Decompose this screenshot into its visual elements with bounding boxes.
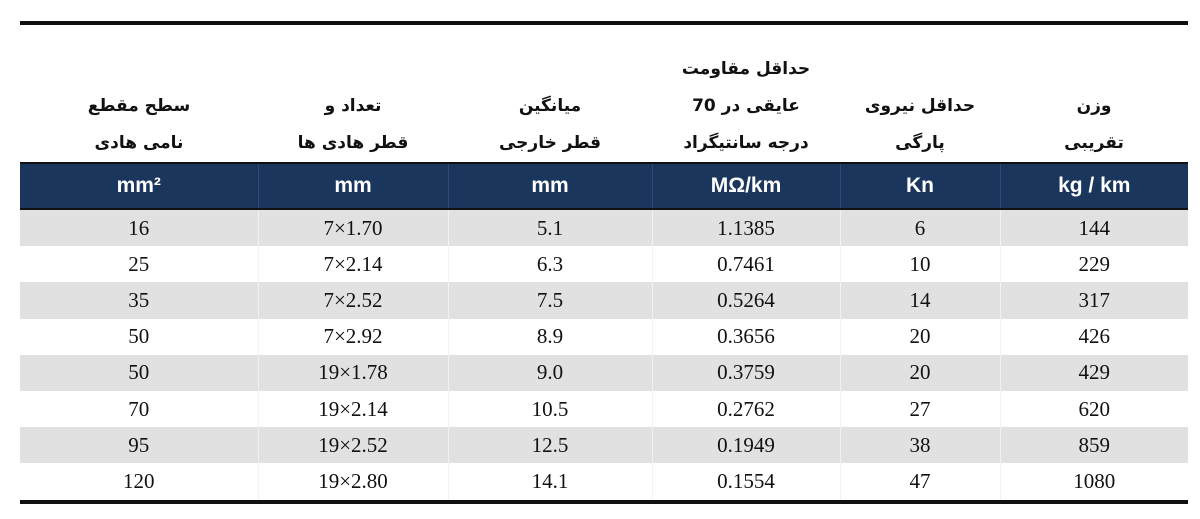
table-row: 25 7×2.14 6.3 0.7461 10 229	[20, 246, 1188, 283]
table-cell: 0.5264	[651, 282, 840, 319]
column-title-line: تقریبی	[1064, 133, 1124, 153]
table-cell: 16	[20, 209, 258, 247]
table-row: 50 7×2.92 8.9 0.3656 20 426	[20, 318, 1188, 355]
table-row: 95 19×2.52 12.5 0.1949 38 859	[20, 427, 1188, 464]
table-cell: 6.3	[447, 246, 652, 283]
table-cell: 0.1554	[651, 463, 840, 504]
table-cell: 7×1.70	[257, 209, 448, 247]
table-cell: 1080	[999, 463, 1188, 504]
table-cell: 10	[839, 246, 1000, 283]
table-cell: 144	[999, 209, 1188, 247]
table-cell: 229	[999, 246, 1188, 283]
table-cell: 12.5	[447, 427, 652, 464]
table-cell: 9.0	[447, 354, 652, 391]
column-title-line: سطح مقطع	[87, 96, 191, 116]
table-cell: 7×2.52	[257, 282, 448, 319]
unit-cell: mm	[447, 162, 652, 210]
table-row: 70 19×2.14 10.5 0.2762 27 620	[20, 390, 1188, 428]
table-row: 50 19×1.78 9.0 0.3759 20 429	[20, 354, 1188, 391]
column-title-line: میانگین	[518, 96, 582, 116]
table-cell: 14	[839, 282, 1000, 319]
table-cell: 25	[128, 251, 150, 276]
unit-cell: kg / km	[999, 162, 1188, 210]
column-title-line: عایقی در 70	[692, 96, 800, 116]
table-cell: 95	[20, 427, 258, 464]
table-cell: 8.9	[447, 318, 652, 355]
table-cell: 50	[128, 324, 150, 349]
column-title-line: حداقل مقاومت	[681, 59, 811, 79]
table-cell: 10.5	[447, 390, 652, 428]
table-cell: 50	[20, 354, 258, 391]
table-cell: 0.7461	[651, 246, 840, 283]
units-row: mm² mm mm MΩ/km Kn kg / km	[20, 162, 1188, 210]
table-row: 16 7×1.70 5.1 1.1385 6 144	[20, 209, 1188, 247]
column-title-line: نامی هادی	[94, 133, 184, 153]
table-cell: 38	[839, 427, 1000, 464]
column-title-line: وزن	[1076, 96, 1112, 116]
column-title: حداقل نیروی پارگی	[840, 21, 1000, 163]
table-cell: 6	[839, 209, 1000, 247]
table-cell: 317	[999, 282, 1188, 319]
table-cell: 70	[128, 396, 150, 421]
cable-spec-table: سطح مقطع نامی هادی تعداد و قطر هادی ها میانگ…	[20, 21, 1188, 504]
table-cell: 19×2.52	[257, 427, 448, 464]
table-cell: 0.2762	[651, 390, 840, 428]
table-cell: 429	[999, 354, 1188, 391]
table-cell: 20	[839, 318, 1000, 355]
column-title-line: قطر هادی ها	[297, 133, 409, 153]
table-cell: 7×2.92	[257, 318, 448, 355]
column-title: حداقل مقاومت عایقی در 70 درجه سانتیگراد	[652, 21, 840, 163]
column-title: سطح مقطع نامی هادی	[20, 21, 258, 163]
table-cell: 20	[839, 354, 1000, 391]
table-cell: 5.1	[447, 209, 652, 247]
table-row: 35 7×2.52 7.5 0.5264 14 317	[20, 282, 1188, 319]
unit-cell: mm	[257, 162, 448, 210]
table-cell: 120	[20, 463, 258, 504]
table-cell: 0.3759	[651, 354, 840, 391]
column-title-line: قطر خارجی	[498, 133, 602, 153]
table-cell: 426	[999, 318, 1188, 355]
table-cell: 14.1	[447, 463, 652, 504]
column-title-line: درجه سانتیگراد	[683, 133, 809, 153]
table-cell: 27	[839, 390, 1000, 428]
table-cell: 0.3656	[651, 318, 840, 355]
unit-cell: Kn	[839, 162, 1000, 210]
unit-cell: MΩ/km	[651, 162, 840, 210]
table-cell: 7.5	[447, 282, 652, 319]
table-cell: 1.1385	[651, 209, 840, 247]
column-title: وزن تقریبی	[1000, 21, 1188, 163]
table-cell: 19×2.14	[257, 390, 448, 428]
unit-cell: mm²	[20, 162, 258, 210]
column-title-line: پارگی	[895, 133, 945, 153]
column-title-line: تعداد و	[324, 96, 382, 116]
table-cell: 859	[999, 427, 1188, 464]
table-cell: 620	[999, 390, 1188, 428]
table-cell: 35	[20, 282, 258, 319]
table-cell: 7×2.14	[257, 246, 448, 283]
table-row: 120 19×2.80 14.1 0.1554 47 1080	[20, 463, 1188, 504]
table-cell: 19×2.80	[257, 463, 448, 504]
column-title: میانگین قطر خارجی	[448, 21, 652, 163]
column-title-line: حداقل نیروی	[864, 96, 976, 116]
column-titles-row: سطح مقطع نامی هادی تعداد و قطر هادی ها میانگ…	[20, 21, 1188, 163]
column-title: تعداد و قطر هادی ها	[258, 21, 448, 163]
table-cell: 19×1.78	[257, 354, 448, 391]
table-cell: 0.1949	[651, 427, 840, 464]
table-cell: 47	[839, 463, 1000, 504]
